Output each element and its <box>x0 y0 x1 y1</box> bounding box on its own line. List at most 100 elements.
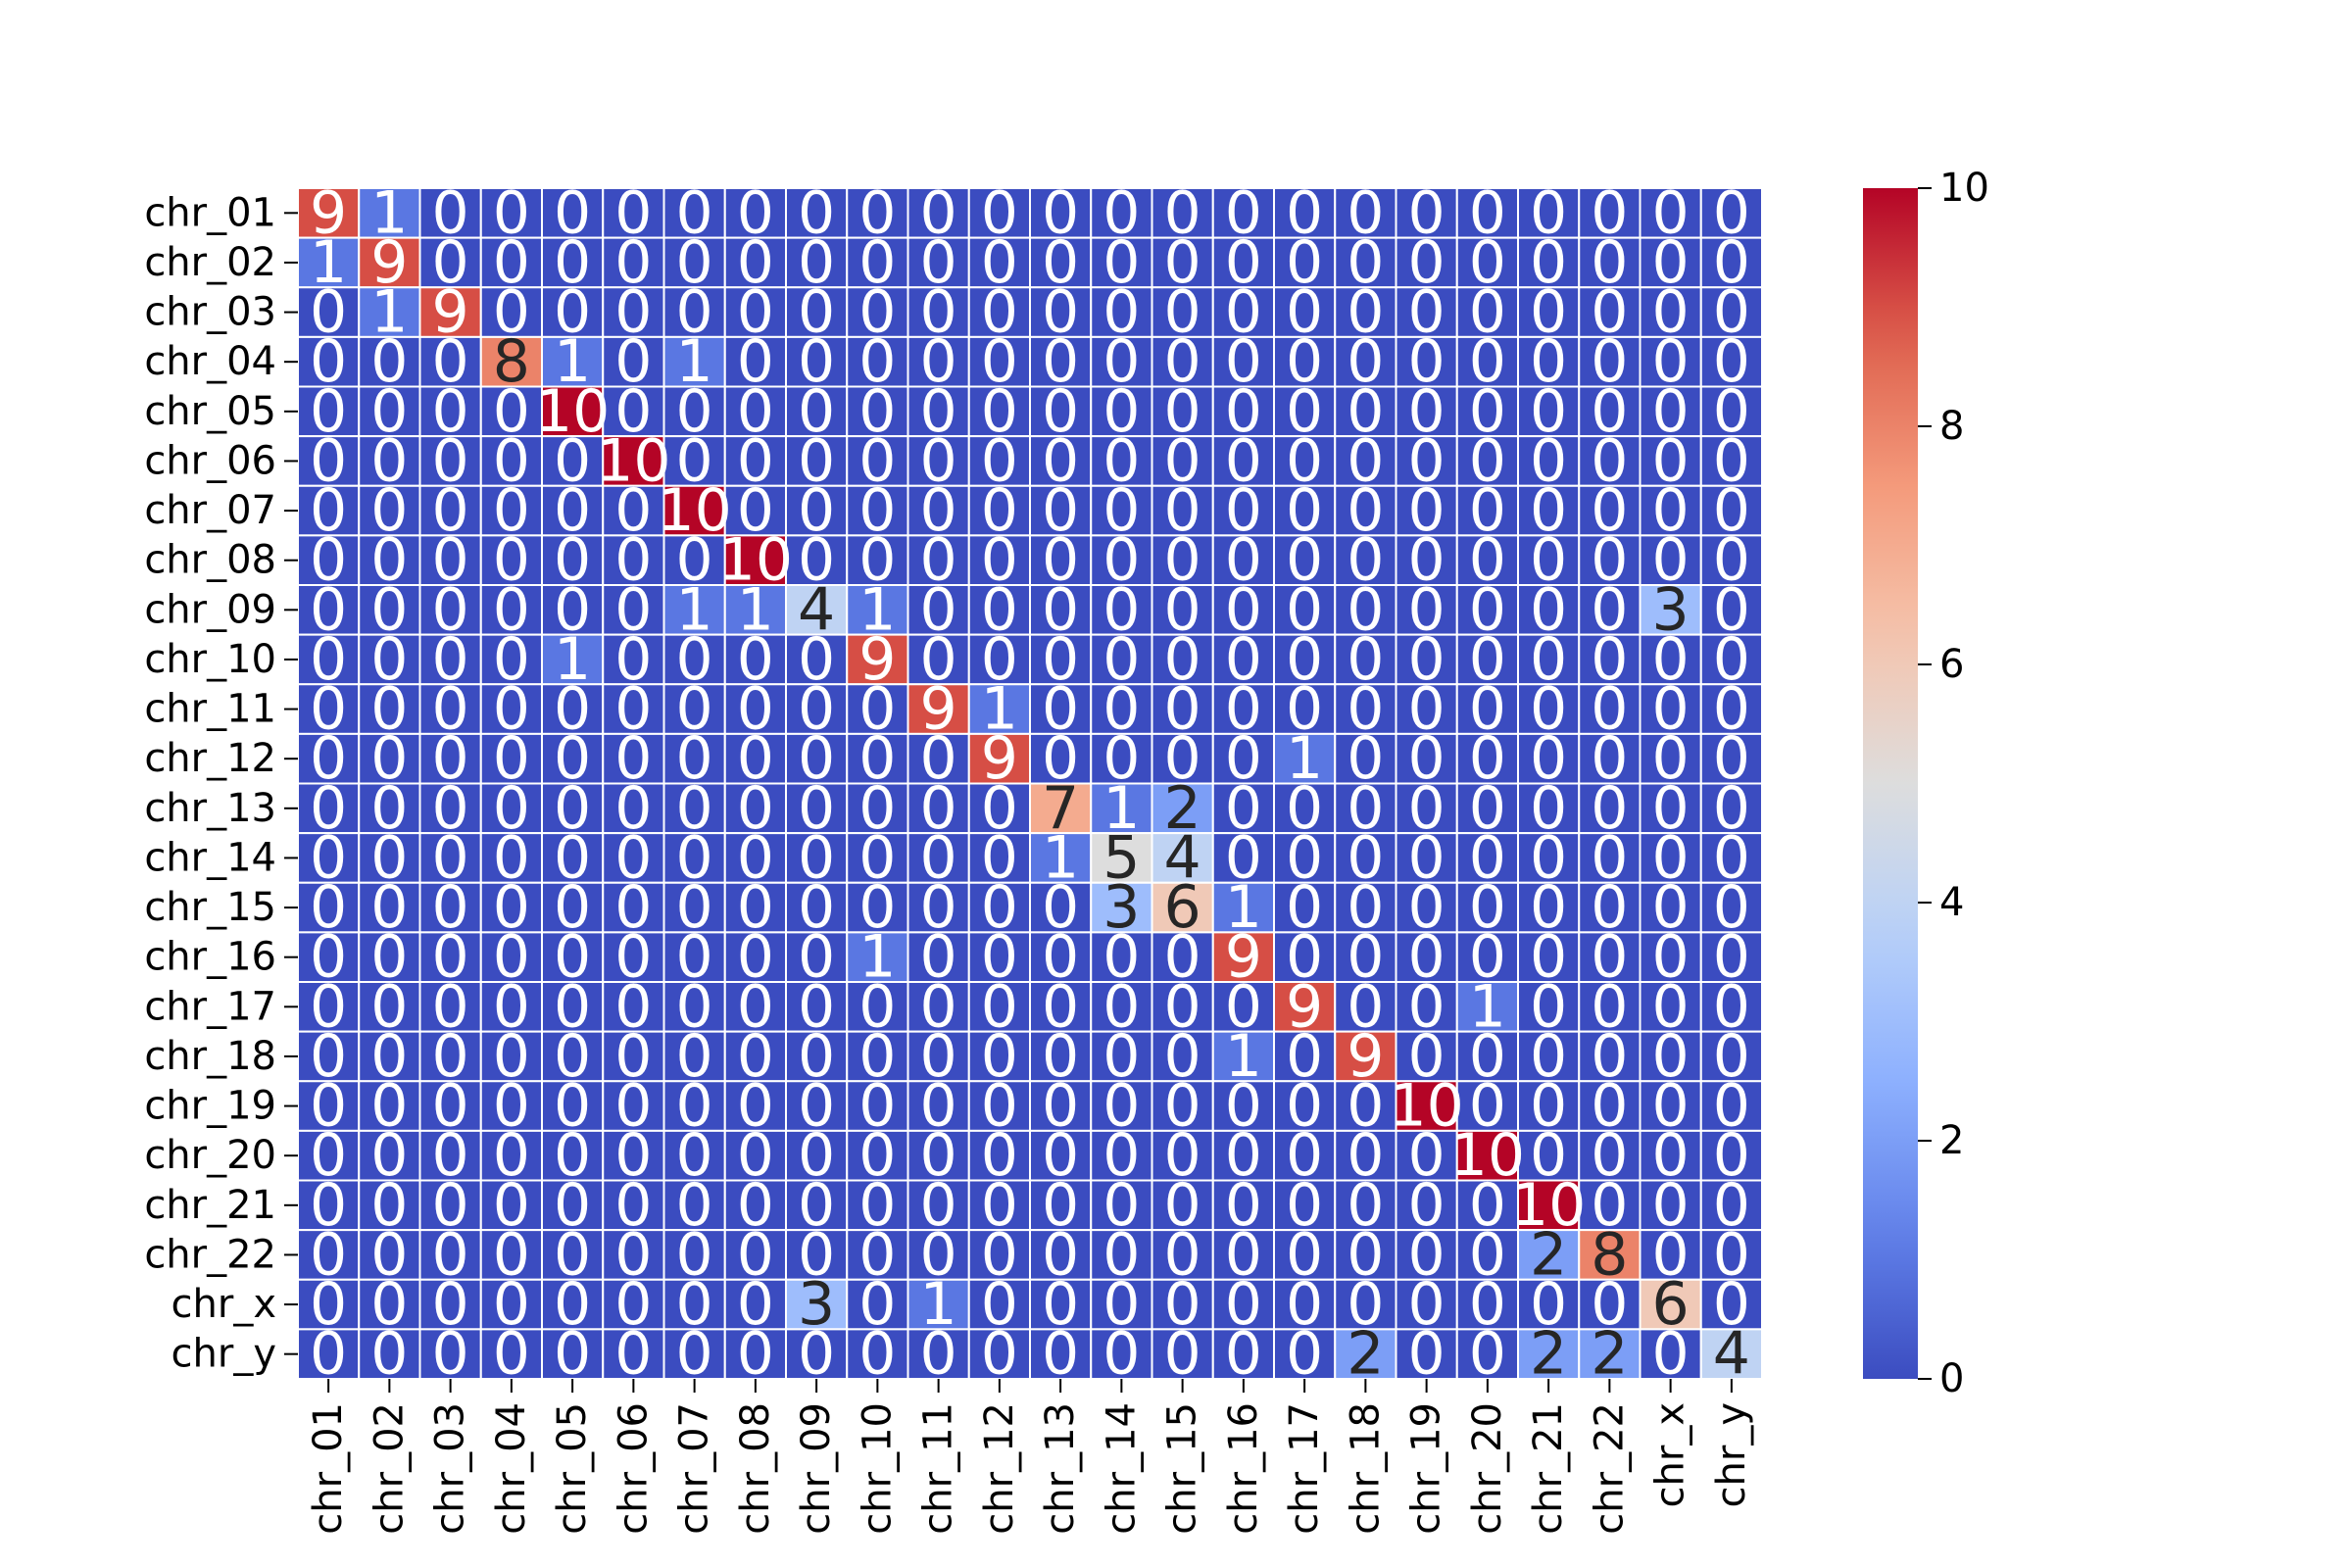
cell-value-label: 0 <box>1347 1270 1384 1339</box>
cell-value-label: 0 <box>1469 1220 1506 1289</box>
cell-value-label: 0 <box>1652 972 1690 1041</box>
cell-value-label: 0 <box>554 526 591 595</box>
cell-value-label: 1 <box>981 675 1018 744</box>
y-tick-label: chr_02 <box>144 240 276 285</box>
cell-value-label: 0 <box>1225 377 1262 446</box>
heatmap-cell <box>1029 981 1093 1033</box>
heatmap-cell <box>846 1278 909 1331</box>
heatmap-cell <box>1334 931 1397 983</box>
cell-value-label: 0 <box>1347 1121 1384 1190</box>
heatmap-cell <box>1090 1129 1153 1182</box>
heatmap-cell <box>1151 782 1214 835</box>
cell-value-label: 0 <box>310 873 347 942</box>
heatmap-cell <box>297 335 361 388</box>
heatmap-cell <box>1029 286 1093 338</box>
heatmap-cell <box>1334 1179 1397 1232</box>
heatmap-cell <box>1334 236 1397 289</box>
x-tick-label: chr_09 <box>794 1402 839 1535</box>
cell-value-label: 0 <box>858 873 896 942</box>
heatmap-cell <box>1090 435 1153 487</box>
heatmap-cell <box>541 1328 605 1380</box>
heatmap-cell <box>662 236 726 289</box>
cell-value-label: 0 <box>614 972 652 1041</box>
cell-value-label: 0 <box>1042 923 1079 992</box>
cell-value-label: 0 <box>1347 526 1384 595</box>
cell-value-label: 1 <box>554 327 591 396</box>
cell-value-label: 0 <box>981 1121 1018 1190</box>
cell-value-label: 0 <box>798 873 835 942</box>
cell-value-label: 0 <box>798 426 835 495</box>
cell-value-label: 0 <box>858 377 896 446</box>
cell-value-label: 0 <box>798 923 835 992</box>
cell-value-label: 0 <box>737 625 774 694</box>
cell-value-label: 0 <box>1225 1270 1262 1339</box>
heatmap-cell <box>418 1229 482 1281</box>
cell-value-label: 0 <box>1164 625 1201 694</box>
cell-value-label: 0 <box>554 1171 591 1240</box>
heatmap-cell <box>1578 484 1642 537</box>
heatmap-cell <box>1639 187 1702 239</box>
heatmap-cell <box>1639 633 1702 686</box>
cell-value-label: 0 <box>1408 476 1446 545</box>
colorbar: 0 2 4 6 8 10 <box>1863 166 1989 1401</box>
cell-value-label: 0 <box>554 774 591 843</box>
cell-value-label: 0 <box>858 972 896 1041</box>
cell-value-label: 1 <box>370 178 408 247</box>
cell-value-label: 0 <box>1652 1220 1690 1289</box>
cell-value-label: 0 <box>1225 327 1262 396</box>
heatmap-cell <box>1273 683 1337 735</box>
cell-value-label: 0 <box>1225 774 1262 843</box>
cell-value-label: 0 <box>493 575 530 644</box>
cell-value-label: 0 <box>1102 972 1140 1041</box>
cell-value-label: 0 <box>1469 278 1506 347</box>
heatmap-cell <box>1699 931 1763 983</box>
cell-value-label: 0 <box>1591 1022 1628 1091</box>
cell-value-label: 0 <box>1591 526 1628 595</box>
heatmap-cell <box>1395 1229 1458 1281</box>
heatmap-cell <box>602 683 665 735</box>
heatmap-cell <box>1211 1229 1275 1281</box>
cell-value-label: 2 <box>1347 1320 1384 1389</box>
heatmap-cell <box>1395 286 1458 338</box>
heatmap-cell <box>1395 534 1458 586</box>
heatmap-cell <box>1334 584 1397 636</box>
heatmap-cell <box>1334 683 1397 735</box>
cell-value-label: 0 <box>1286 873 1323 942</box>
cell-value-label: 0 <box>370 1320 408 1389</box>
cell-value-label: 0 <box>981 1171 1018 1240</box>
cell-value-label: 9 <box>920 675 957 744</box>
cell-value-label: 0 <box>1408 972 1446 1041</box>
cell-value-label: 0 <box>1652 228 1690 297</box>
cell-value-label: 0 <box>554 228 591 297</box>
cell-value-label: 0 <box>1408 327 1446 396</box>
cell-value-label: 0 <box>1591 923 1628 992</box>
heatmap-cell <box>662 1030 726 1083</box>
cell-value-label: 0 <box>1713 823 1750 892</box>
heatmap-cell <box>358 832 421 884</box>
cell-value-label: 0 <box>493 625 530 694</box>
cell-value-label: 0 <box>981 1320 1018 1389</box>
cell-value-label: 0 <box>554 873 591 942</box>
cell-value-label: 0 <box>1225 675 1262 744</box>
heatmap-cell <box>358 1179 421 1232</box>
heatmap-cell <box>1517 1328 1581 1380</box>
cell-value-label: 0 <box>858 1320 896 1389</box>
cell-value-label: 0 <box>614 1072 652 1141</box>
cell-value-label: 0 <box>676 426 713 495</box>
heatmap-cell <box>906 534 970 586</box>
cell-value-label: 0 <box>1469 476 1506 545</box>
cell-value-label: 0 <box>920 774 957 843</box>
cell-value-label: 0 <box>614 327 652 396</box>
cell-value-label: 2 <box>1164 774 1201 843</box>
cell-value-label: 0 <box>1591 228 1628 297</box>
cell-value-label: 0 <box>1408 1320 1446 1389</box>
cell-value-label: 0 <box>370 526 408 595</box>
x-tick-label: chr_x <box>1648 1402 1693 1507</box>
cell-value-label: 0 <box>1225 625 1262 694</box>
heatmap-cell <box>1578 187 1642 239</box>
cell-value-label: 0 <box>1164 675 1201 744</box>
heatmap-cell <box>479 881 543 934</box>
cell-value-label: 0 <box>310 1121 347 1190</box>
colorbar-tick-label: 6 <box>1939 642 1964 687</box>
cell-value-label: 0 <box>920 575 957 644</box>
